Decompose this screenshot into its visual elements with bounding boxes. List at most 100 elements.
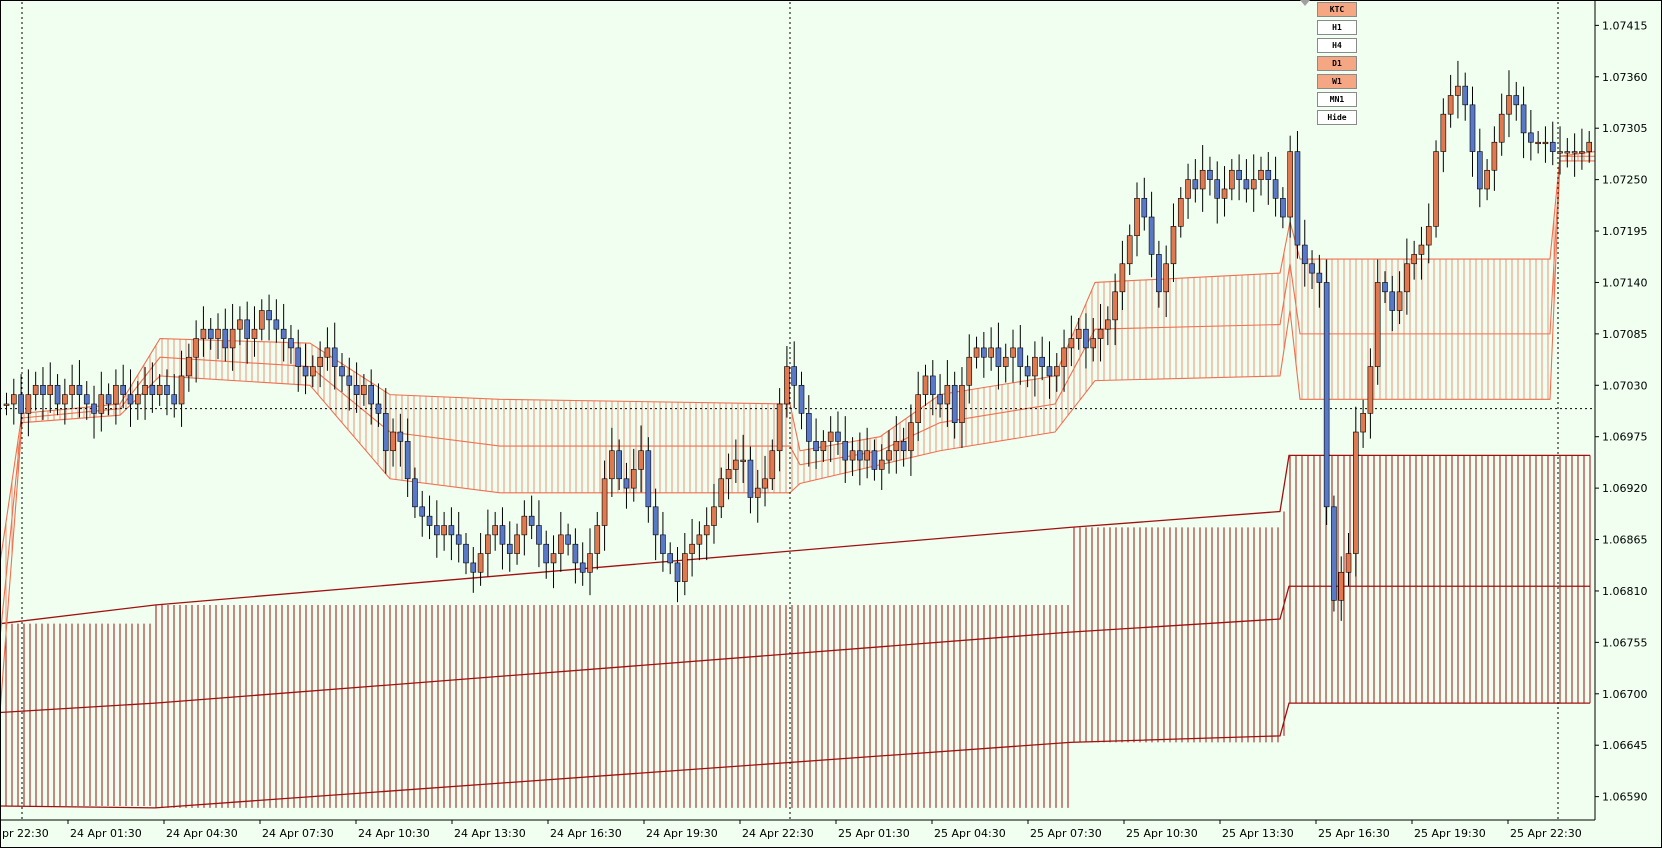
- price-tick-label: 1.07140: [1602, 276, 1648, 289]
- candle-body: [1323, 282, 1330, 508]
- candle-body: [492, 525, 498, 536]
- candle-body: [69, 384, 75, 395]
- candle-body: [1287, 151, 1293, 218]
- candle-body: [652, 506, 659, 536]
- tf-button-hide[interactable]: Hide: [1317, 110, 1357, 125]
- candle-body: [455, 534, 462, 545]
- candle-body: [966, 356, 973, 386]
- candle-body: [1265, 169, 1272, 180]
- price-tick-label: 1.06590: [1602, 791, 1648, 804]
- candle-body: [339, 366, 345, 377]
- candle-body: [908, 422, 914, 452]
- candle-body: [689, 543, 695, 554]
- candle-body: [572, 543, 579, 564]
- candle-body: [353, 384, 360, 395]
- time-tick-label: 25 Apr 10:30: [1126, 827, 1198, 840]
- price-tick-label: 1.06810: [1602, 585, 1648, 598]
- candle-body: [1535, 141, 1541, 145]
- time-tick-label: 25 Apr 22:30: [1510, 827, 1582, 840]
- candle-body: [1134, 198, 1140, 237]
- candle-body: [536, 525, 542, 545]
- candle-body: [842, 441, 849, 461]
- candle-body: [288, 338, 294, 349]
- tf-button-ktc[interactable]: KTC: [1317, 2, 1357, 17]
- candle-body: [1549, 141, 1556, 152]
- tf-button-h1[interactable]: H1: [1317, 20, 1357, 35]
- candle-body: [1301, 244, 1308, 265]
- candle-body: [1280, 198, 1286, 218]
- panel-collapse-caret-icon[interactable]: [1300, 0, 1310, 6]
- candle-body: [1331, 506, 1337, 601]
- candle-body: [1484, 169, 1490, 190]
- candle-body: [1236, 169, 1242, 180]
- tf-button-h4[interactable]: H4: [1317, 38, 1357, 53]
- candle-body: [397, 431, 404, 442]
- candle-body: [740, 459, 746, 462]
- candle-body: [1469, 104, 1476, 152]
- candle-body: [302, 366, 309, 377]
- candle-body: [178, 375, 185, 405]
- candle-body: [258, 310, 265, 330]
- candle-body: [1258, 169, 1264, 180]
- candle-body: [1404, 263, 1410, 293]
- price-tick-label: 1.06975: [1602, 431, 1648, 444]
- candle-body: [441, 525, 447, 536]
- candle-body: [973, 347, 980, 358]
- candle-body: [1353, 431, 1359, 554]
- candle-body: [1163, 263, 1169, 293]
- price-tick-label: 1.06755: [1602, 636, 1648, 649]
- candle-body: [127, 394, 134, 405]
- candle-body: [1571, 151, 1578, 154]
- price-tick-label: 1.06700: [1602, 688, 1648, 701]
- candle-body: [1345, 553, 1352, 573]
- candle-body: [543, 543, 550, 564]
- candle-body: [558, 534, 564, 554]
- candle-body: [820, 441, 827, 452]
- time-tick-label: 25 Apr 16:30: [1318, 827, 1390, 840]
- candle-body: [579, 562, 586, 573]
- candle-body: [1491, 141, 1498, 171]
- candle-body: [1389, 291, 1396, 311]
- candle-body: [448, 525, 455, 536]
- tf-button-mn1[interactable]: MN1: [1317, 92, 1357, 107]
- candle-body: [222, 328, 229, 349]
- price-tick-label: 1.07360: [1602, 71, 1648, 84]
- candle-body: [762, 478, 768, 489]
- candle-body: [382, 413, 389, 452]
- candle-body: [565, 534, 571, 545]
- candle-body: [1192, 179, 1199, 190]
- candle-body: [791, 366, 798, 386]
- candle-body: [1119, 263, 1126, 293]
- price-tick-label: 1.06920: [1602, 482, 1648, 495]
- candle-body: [251, 328, 258, 339]
- price-tick-label: 1.06865: [1602, 534, 1648, 547]
- candle-body: [703, 525, 710, 536]
- candle-body: [1250, 179, 1257, 190]
- candle-body: [1418, 244, 1425, 255]
- candle-body: [149, 384, 156, 395]
- candle-body: [273, 319, 280, 330]
- candle-body: [419, 506, 426, 517]
- candle-body: [47, 384, 54, 395]
- candle-body: [105, 394, 112, 405]
- candle-body: [769, 450, 776, 480]
- candle-body: [1185, 179, 1191, 199]
- time-tick-label: 24 Apr 22:30: [742, 827, 814, 840]
- candle-body: [944, 384, 951, 405]
- candle-body: [1440, 113, 1447, 152]
- candle-body: [922, 375, 929, 395]
- candle-body: [594, 525, 601, 554]
- candle-body: [827, 431, 834, 442]
- candle-body: [186, 356, 192, 377]
- candle-body: [587, 553, 593, 573]
- tf-button-d1[interactable]: D1: [1317, 56, 1357, 71]
- candle-body: [1520, 104, 1527, 134]
- candle-body: [280, 328, 287, 339]
- candle-body: [361, 384, 367, 395]
- tf-button-w1[interactable]: W1: [1317, 74, 1357, 89]
- candle-body: [412, 478, 418, 508]
- candle-body: [1112, 291, 1118, 321]
- candle-body: [776, 403, 783, 452]
